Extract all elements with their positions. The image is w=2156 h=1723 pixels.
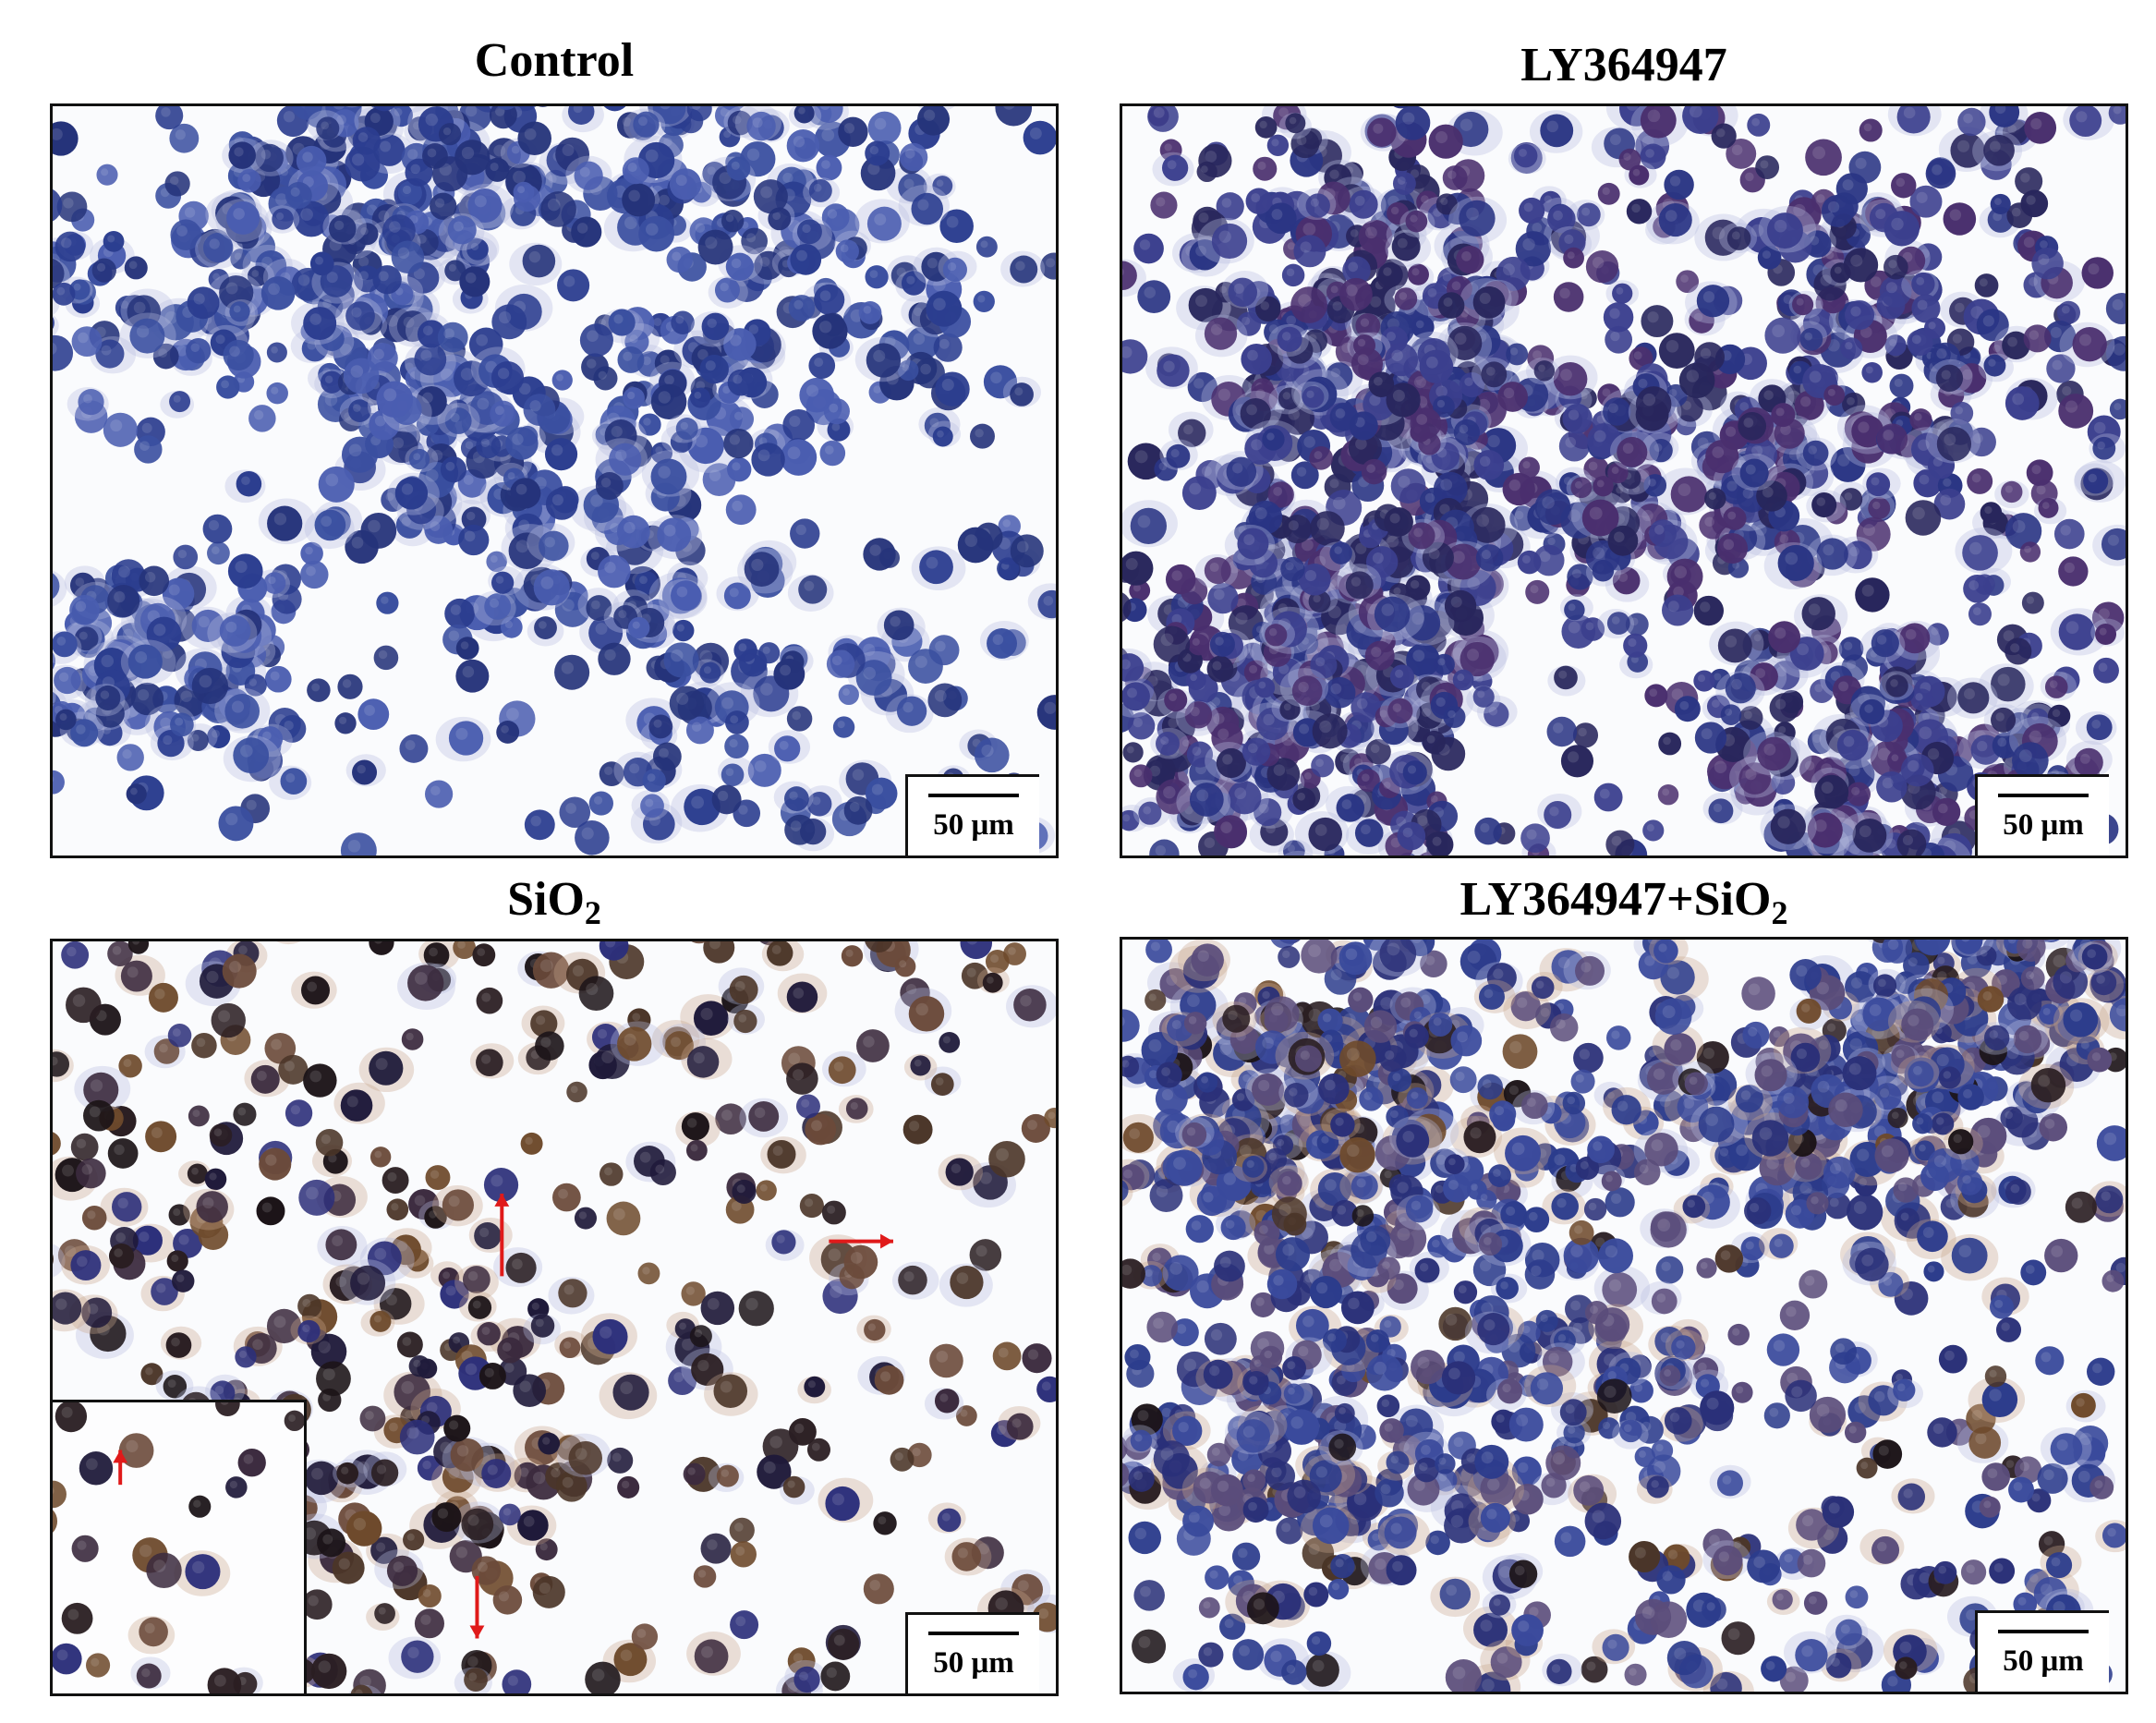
red-arrow-icon [113, 1450, 128, 1486]
red-arrow-icon [829, 1233, 893, 1249]
scale-bar [1998, 1630, 2089, 1633]
scale-bar-box: 50 μm [905, 1612, 1039, 1693]
scale-bar-box: 50 μm [1975, 1610, 2109, 1692]
scale-bar [928, 794, 1019, 797]
inset-cell-field [53, 1402, 304, 1693]
cell-field-ly364947 [1122, 106, 2126, 855]
micrograph-ly364947: 50 μm [1120, 103, 2128, 858]
scale-bar-label: 50 μm [933, 1646, 1014, 1680]
scale-bar-box: 50 μm [1975, 774, 2109, 855]
panel-title-ly-sio2-base: LY364947+SiO [1460, 873, 1772, 926]
panel-title-ly-sio2-subscript: 2 [1771, 894, 1788, 931]
panel-title-ly364947: LY364947 [1520, 39, 1727, 91]
scale-bar [1998, 794, 2089, 797]
magnified-inset [53, 1400, 307, 1693]
panel-title-sio2-base: SiO [507, 873, 585, 926]
red-arrow-icon [494, 1193, 510, 1277]
red-arrow-icon [469, 1575, 485, 1639]
micrograph-ly364947-sio2: 50 μm [1120, 937, 2128, 1694]
scale-bar-label: 50 μm [2003, 808, 2084, 842]
panel-title-sio2: SiO2 [50, 873, 1059, 931]
panel-title-sio2-subscript: 2 [584, 894, 601, 931]
micrograph-sio2: 50 μm [50, 939, 1059, 1696]
scale-bar-label: 50 μm [2003, 1644, 2084, 1678]
cell-field-control [53, 106, 1056, 855]
scale-bar [928, 1632, 1019, 1635]
panel-title-control: Control [474, 34, 635, 87]
scale-bar-box: 50 μm [905, 774, 1039, 855]
panel-title-ly364947-sio2: LY364947+SiO2 [1120, 873, 2128, 931]
micrograph-control: 50 μm [50, 103, 1059, 858]
scale-bar-label: 50 μm [933, 808, 1014, 842]
cell-field-ly364947-sio2 [1122, 940, 2126, 1692]
